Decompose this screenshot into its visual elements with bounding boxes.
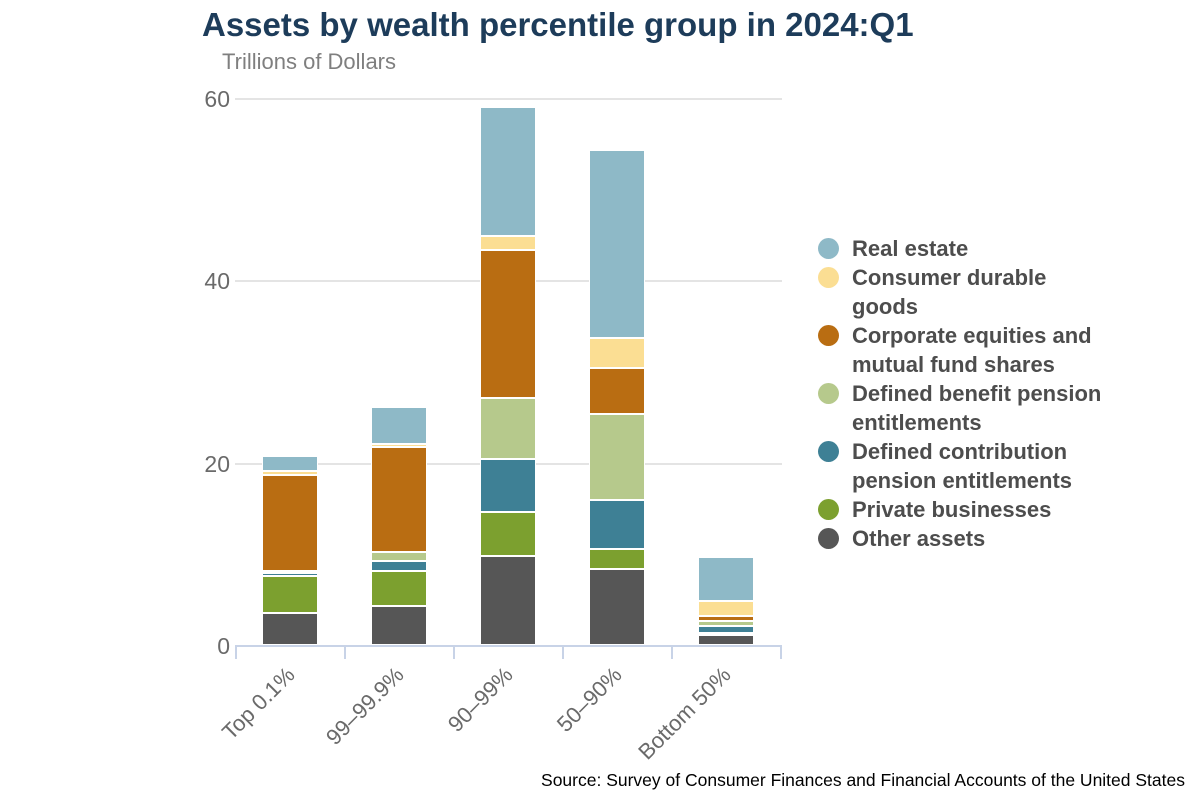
bar-segment-defined-benefit — [697, 621, 754, 626]
bar-50-90- — [588, 98, 645, 645]
bar-segment-defined-contribution — [261, 572, 318, 576]
x-axis-line — [235, 645, 782, 647]
bar-segment-real-estate — [370, 407, 427, 445]
legend-item[interactable]: Defined contribution pension entitlement… — [818, 437, 1190, 495]
bar-segment-real-estate — [588, 150, 645, 338]
x-axis-tick — [235, 645, 237, 659]
legend-item[interactable]: Other assets — [818, 524, 1190, 553]
x-axis-tick — [562, 645, 564, 659]
legend-label: Corporate equities and mutual fund share… — [852, 323, 1092, 377]
x-axis-tick — [453, 645, 455, 659]
bar-segment-consumer-durable — [697, 601, 754, 616]
bar-segment-defined-benefit — [588, 414, 645, 501]
legend-item[interactable]: Consumer durable goods — [818, 263, 1190, 321]
bar-segment-corporate-equities — [370, 447, 427, 553]
bar-segment-consumer-durable — [261, 470, 318, 476]
chart-title: Assets by wealth percentile group in 202… — [202, 6, 914, 43]
plot-area — [235, 98, 782, 659]
bar-bottom-50- — [697, 98, 754, 645]
bar-segment-private-businesses — [697, 632, 754, 635]
x-axis-tick — [344, 645, 346, 659]
legend-label: Other assets — [852, 526, 986, 551]
bar-segment-corporate-equities — [479, 250, 536, 398]
bar-segment-private-businesses — [370, 571, 427, 606]
legend-label: Real estate — [852, 236, 969, 261]
legend-label: Consumer durable goods — [852, 265, 1047, 319]
bar-segment-real-estate — [261, 456, 318, 471]
y-axis-label: 40 — [204, 268, 230, 295]
source-note: Source: Survey of Consumer Finances and … — [541, 770, 1185, 790]
bar-99-99.9- — [370, 98, 427, 645]
bar-segment-private-businesses — [588, 549, 645, 570]
bar-top-0.1- — [261, 98, 318, 645]
bar-segment-defined-contribution — [588, 500, 645, 550]
bar-segment-defined-benefit — [479, 397, 536, 460]
bar-segment-defined-contribution — [479, 459, 536, 512]
legend-marker-icon — [818, 383, 839, 404]
bar-segment-defined-contribution — [370, 561, 427, 572]
bar-segment-defined-contribution — [697, 625, 754, 633]
y-axis-label: 0 — [217, 633, 230, 659]
legend-item[interactable]: Private businesses — [818, 495, 1190, 524]
legend-label: Defined contribution pension entitlement… — [852, 439, 1073, 493]
bar-segment-consumer-durable — [370, 444, 427, 448]
chart-subtitle: Trillions of Dollars — [222, 49, 397, 74]
x-axis-tick — [671, 645, 673, 659]
bar-segment-corporate-equities — [261, 475, 318, 571]
bar-segment-other-assets — [479, 555, 536, 645]
legend-marker-icon — [818, 325, 839, 346]
y-axis-label: 20 — [204, 450, 230, 477]
bar-90-99- — [479, 98, 536, 645]
legend-marker-icon — [818, 499, 839, 520]
legend-marker-icon — [818, 441, 839, 462]
legend-item[interactable]: Corporate equities and mutual fund share… — [818, 321, 1190, 379]
bar-segment-other-assets — [588, 569, 645, 645]
bar-segment-consumer-durable — [588, 337, 645, 368]
legend-marker-icon — [818, 267, 839, 288]
bar-segment-private-businesses — [479, 511, 536, 556]
bar-segment-other-assets — [370, 605, 427, 645]
bar-segment-consumer-durable — [479, 235, 536, 251]
bar-segment-corporate-equities — [588, 367, 645, 415]
bar-segment-real-estate — [697, 557, 754, 602]
bar-segment-corporate-equities — [697, 615, 754, 622]
x-axis-tick — [780, 645, 782, 659]
legend-label: Private businesses — [852, 497, 1052, 522]
bar-segment-defined-benefit — [261, 570, 318, 573]
legend: Real estate Consumer durable goods Corpora… — [818, 234, 1190, 553]
legend-item[interactable]: Real estate — [818, 234, 1190, 263]
legend-label: Defined benefit pension entitlements — [852, 381, 1102, 435]
bar-segment-private-businesses — [261, 575, 318, 614]
bar-segment-other-assets — [261, 613, 318, 645]
legend-marker-icon — [818, 528, 839, 549]
bar-segment-real-estate — [479, 107, 536, 236]
legend-item[interactable]: Defined benefit pension entitlements — [818, 379, 1190, 437]
y-axis-label: 60 — [204, 86, 230, 112]
bar-segment-defined-benefit — [370, 552, 427, 562]
legend-marker-icon — [818, 238, 839, 259]
gridline — [235, 98, 782, 100]
bar-segment-other-assets — [697, 634, 754, 645]
